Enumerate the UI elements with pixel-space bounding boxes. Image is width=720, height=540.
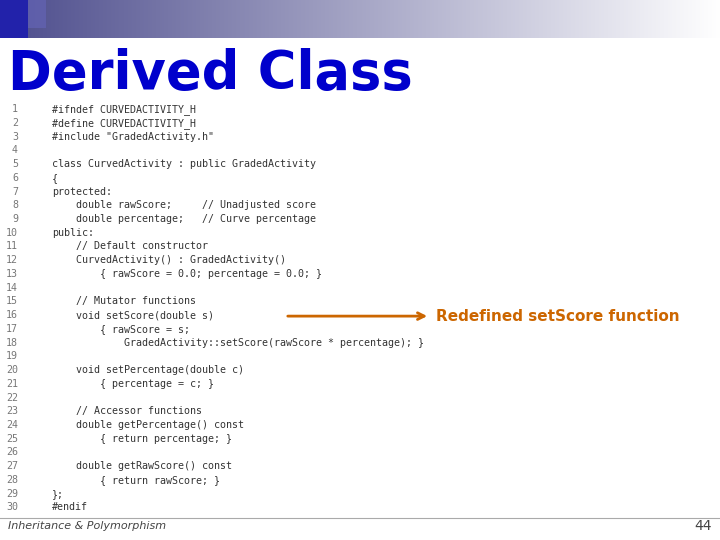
Text: 5: 5 [12, 159, 18, 169]
Text: 17: 17 [6, 324, 18, 334]
Text: Redefined setScore function: Redefined setScore function [436, 309, 680, 323]
Text: { rawScore = s;: { rawScore = s; [52, 324, 190, 334]
Text: class CurvedActivity : public GradedActivity: class CurvedActivity : public GradedActi… [52, 159, 316, 169]
Text: 20: 20 [6, 365, 18, 375]
Text: double rawScore;     // Unadjusted score: double rawScore; // Unadjusted score [52, 200, 316, 210]
Text: double getPercentage() const: double getPercentage() const [52, 420, 244, 430]
Text: 29: 29 [6, 489, 18, 498]
Text: void setPercentage(double c): void setPercentage(double c) [52, 365, 244, 375]
Text: { percentage = c; }: { percentage = c; } [52, 379, 214, 389]
Text: 8: 8 [12, 200, 18, 210]
Text: #ifndef CURVEDACTIVITY_H: #ifndef CURVEDACTIVITY_H [52, 104, 196, 115]
Text: 4: 4 [12, 145, 18, 156]
Text: 30: 30 [6, 502, 18, 512]
Text: CurvedActivity() : GradedActivity(): CurvedActivity() : GradedActivity() [52, 255, 286, 265]
Text: Inheritance & Polymorphism: Inheritance & Polymorphism [8, 521, 166, 531]
Text: 15: 15 [6, 296, 18, 306]
Bar [28, 0, 46, 28]
Text: #include "GradedActivity.h": #include "GradedActivity.h" [52, 132, 214, 141]
Bar [0, 0, 28, 38]
Text: {: { [52, 173, 58, 183]
Text: };: }; [52, 489, 64, 498]
Text: 14: 14 [6, 282, 18, 293]
Text: 18: 18 [6, 338, 18, 348]
Text: #define CURVEDACTIVITY_H: #define CURVEDACTIVITY_H [52, 118, 196, 129]
Text: 27: 27 [6, 461, 18, 471]
Text: 10: 10 [6, 228, 18, 238]
Text: 22: 22 [6, 393, 18, 402]
Text: 28: 28 [6, 475, 18, 485]
Text: 21: 21 [6, 379, 18, 389]
Text: { return rawScore; }: { return rawScore; } [52, 475, 220, 485]
Text: // Default constructor: // Default constructor [52, 241, 208, 252]
Text: 7: 7 [12, 186, 18, 197]
Text: Derived Class: Derived Class [8, 48, 413, 100]
Text: 19: 19 [6, 352, 18, 361]
Text: 9: 9 [12, 214, 18, 224]
Text: double percentage;   // Curve percentage: double percentage; // Curve percentage [52, 214, 316, 224]
Text: 3: 3 [12, 132, 18, 141]
Text: 23: 23 [6, 406, 18, 416]
Text: 24: 24 [6, 420, 18, 430]
Text: 6: 6 [12, 173, 18, 183]
Text: 26: 26 [6, 448, 18, 457]
Text: double getRawScore() const: double getRawScore() const [52, 461, 232, 471]
Text: 2: 2 [12, 118, 18, 128]
Text: 12: 12 [6, 255, 18, 265]
Text: 1: 1 [12, 104, 18, 114]
Text: { return percentage; }: { return percentage; } [52, 434, 232, 444]
Text: 16: 16 [6, 310, 18, 320]
Text: 44: 44 [695, 519, 712, 533]
Text: 11: 11 [6, 241, 18, 252]
Text: public:: public: [52, 228, 94, 238]
Text: #endif: #endif [52, 502, 88, 512]
Text: void setScore(double s): void setScore(double s) [52, 310, 214, 320]
Text: 25: 25 [6, 434, 18, 444]
Text: 13: 13 [6, 269, 18, 279]
Text: GradedActivity::setScore(rawScore * percentage); }: GradedActivity::setScore(rawScore * perc… [52, 338, 424, 348]
Text: protected:: protected: [52, 186, 112, 197]
Text: { rawScore = 0.0; percentage = 0.0; }: { rawScore = 0.0; percentage = 0.0; } [52, 269, 322, 279]
Text: // Accessor functions: // Accessor functions [52, 406, 202, 416]
Text: // Mutator functions: // Mutator functions [52, 296, 196, 306]
